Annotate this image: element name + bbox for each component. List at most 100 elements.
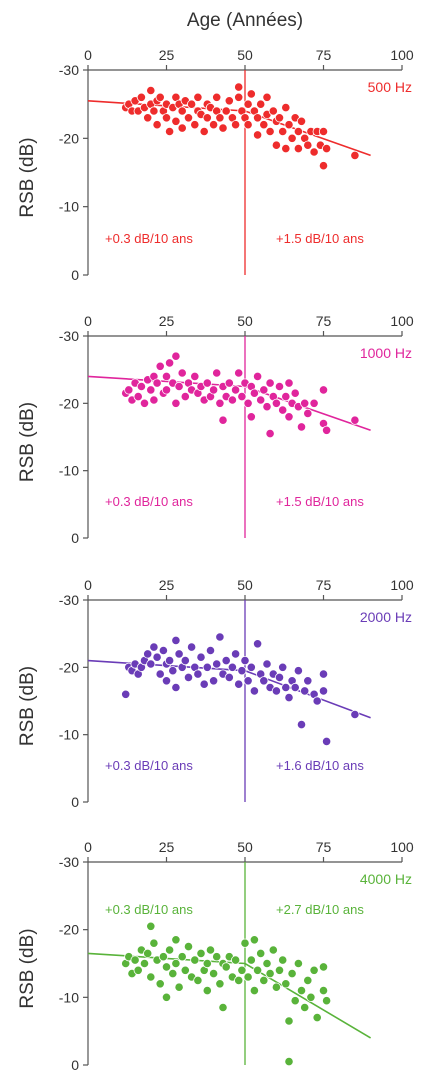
data-point xyxy=(290,388,300,398)
data-point xyxy=(221,962,231,972)
slope-label-left: +0.3 dB/10 ans xyxy=(105,494,193,509)
data-point xyxy=(146,85,156,96)
x-tick-label: 100 xyxy=(390,839,414,855)
data-point xyxy=(249,985,259,996)
x-tick-label: 25 xyxy=(159,577,175,593)
data-point xyxy=(278,405,288,415)
data-point xyxy=(284,412,294,422)
data-point xyxy=(193,669,203,679)
data-point xyxy=(209,968,219,979)
data-point xyxy=(253,965,263,975)
data-point xyxy=(152,378,162,388)
data-point xyxy=(303,676,313,686)
data-point xyxy=(133,391,143,402)
data-point xyxy=(215,979,225,989)
data-point xyxy=(196,948,206,959)
data-point xyxy=(231,649,241,659)
data-point xyxy=(240,938,250,948)
data-point xyxy=(133,965,143,975)
data-point xyxy=(199,126,209,137)
data-point xyxy=(234,679,244,689)
data-point xyxy=(321,425,332,435)
y-tick-label: -10 xyxy=(59,727,79,743)
data-point xyxy=(243,120,253,130)
frequency-label: 2000 Hz xyxy=(360,609,412,625)
x-tick-label: 100 xyxy=(390,47,414,63)
data-point xyxy=(293,958,303,969)
data-point xyxy=(187,99,197,109)
data-point xyxy=(212,659,222,669)
data-point xyxy=(243,972,253,982)
slope-label-right: +1.6 dB/10 ans xyxy=(276,758,364,773)
data-point xyxy=(318,962,329,972)
data-point xyxy=(306,992,316,1002)
data-point xyxy=(274,672,285,683)
data-point xyxy=(202,113,212,123)
data-point xyxy=(218,123,228,133)
data-point xyxy=(190,371,200,381)
y-tick-label: -20 xyxy=(59,130,79,146)
data-point xyxy=(265,126,275,137)
frequency-label: 1000 Hz xyxy=(360,345,412,361)
data-point xyxy=(253,130,263,140)
data-point xyxy=(180,391,190,402)
data-point xyxy=(202,958,212,969)
data-point xyxy=(146,921,156,931)
x-tick-label: 50 xyxy=(237,839,253,855)
data-point xyxy=(146,659,156,669)
data-point xyxy=(287,133,297,143)
frequency-label: 500 Hz xyxy=(368,79,412,95)
x-tick-label: 25 xyxy=(159,47,175,63)
data-point xyxy=(177,106,187,116)
data-point xyxy=(171,398,181,408)
x-tick-label: 100 xyxy=(390,577,414,593)
data-point xyxy=(253,639,263,649)
data-point xyxy=(284,1016,294,1026)
data-point xyxy=(265,428,275,439)
data-point xyxy=(155,669,165,679)
data-point xyxy=(312,1012,322,1023)
data-point xyxy=(136,381,146,392)
data-point xyxy=(190,955,200,965)
data-point xyxy=(161,676,172,686)
data-point xyxy=(256,99,266,109)
data-point xyxy=(253,113,263,123)
data-point xyxy=(274,965,285,975)
y-axis-title: RSB (dB) xyxy=(17,928,38,1008)
data-point xyxy=(278,662,288,672)
data-point xyxy=(149,938,159,948)
data-point xyxy=(231,120,241,130)
data-point xyxy=(177,123,187,133)
data-point xyxy=(177,952,187,962)
fit-line xyxy=(87,952,372,1039)
x-tick-label: 75 xyxy=(316,839,332,855)
data-point xyxy=(193,92,203,102)
data-point xyxy=(281,144,291,154)
data-point xyxy=(193,975,203,986)
data-point xyxy=(227,395,237,405)
data-point xyxy=(262,958,272,969)
data-point xyxy=(183,672,194,683)
data-point xyxy=(318,686,329,696)
data-point xyxy=(296,422,307,432)
x-tick-label: 0 xyxy=(84,313,92,329)
data-point xyxy=(278,955,288,965)
panel-500hz: 0 25 50 75 100 -30 -20 -10 0 RSB (dB) 500 Hz +0.3 d… xyxy=(17,47,414,283)
data-point xyxy=(152,652,162,662)
y-axis-title: RSB (dB) xyxy=(17,137,38,217)
data-point xyxy=(237,666,247,676)
data-point xyxy=(161,962,172,972)
data-point xyxy=(265,968,275,979)
data-point xyxy=(318,669,329,679)
data-point xyxy=(271,398,281,408)
data-point xyxy=(318,126,329,137)
data-point xyxy=(224,96,234,106)
data-point xyxy=(171,116,181,126)
slope-label-right: +1.5 dB/10 ans xyxy=(276,231,364,246)
data-point xyxy=(350,709,360,720)
x-tick-label: 50 xyxy=(237,313,253,329)
data-point xyxy=(284,378,294,388)
x-tick-label: 25 xyxy=(159,839,175,855)
x-tick-label: 100 xyxy=(390,313,414,329)
